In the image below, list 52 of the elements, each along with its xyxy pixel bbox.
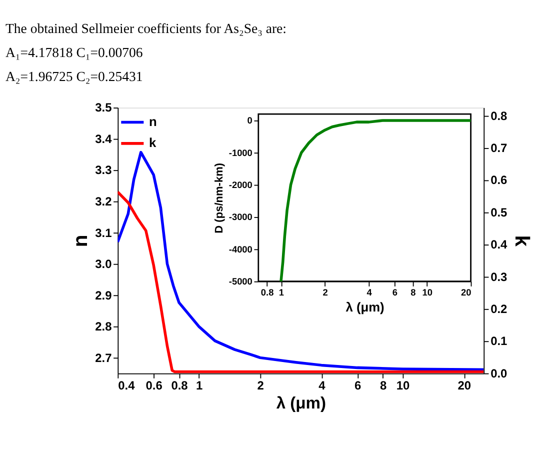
x-tick-label: 6	[354, 378, 362, 392]
x-axis-title: λ (μm)	[346, 299, 384, 314]
y-tick-label: 3.4	[95, 132, 112, 146]
y2-tick-label: 0.8	[490, 108, 508, 123]
y-tick-label: -4000	[228, 244, 252, 254]
x-tick-label: 8	[410, 288, 416, 298]
y2-tick-label: 0.1	[490, 334, 508, 348]
y2-axis-title: k	[510, 235, 532, 248]
x-tick-label: 0.8	[260, 288, 274, 298]
legend-label: n	[148, 114, 157, 129]
y-tick-label: 3.1	[95, 226, 112, 240]
x-tick-label: 1	[196, 378, 203, 392]
text: The obtained Sellmeier coefficients for As₂Se₃ are:	[5, 21, 287, 36]
x-tick-label: 6	[392, 288, 398, 298]
y2-tick-label: 0.2	[490, 302, 508, 316]
x-tick-label: 2	[257, 378, 264, 392]
y2-tick-label: 0.0	[490, 366, 508, 380]
x-tick-label: 4	[318, 378, 326, 392]
y-tick-label: -3000	[228, 212, 252, 222]
y-tick-label: 2.9	[95, 288, 112, 302]
y-tick-label: 2.8	[95, 320, 112, 334]
y-tick-label: 2.7	[95, 350, 112, 365]
legend-label: k	[148, 135, 157, 150]
x-tick-label: 8	[380, 378, 387, 392]
text: A₂=1.96725 C₂=0.25431	[5, 68, 143, 84]
x-axis-title: λ (μm)	[276, 394, 326, 413]
x-tick-label: 2	[322, 288, 328, 298]
y-tick-label: 3.0	[95, 257, 112, 272]
x-tick-label: 4	[366, 288, 373, 298]
y-tick-label: -1000	[228, 148, 252, 158]
x-tick-label: 10	[422, 288, 432, 298]
y2-tick-label: 0.6	[490, 173, 508, 188]
y2-tick-label: 0.4	[490, 238, 508, 252]
y-axis-title: D (ps/nm-km)	[213, 162, 226, 234]
x-tick-label: 0.8	[171, 378, 188, 392]
text: A₁=4.17818 C₁=0.00706	[5, 45, 143, 60]
y-tick-label: 3.2	[95, 194, 112, 209]
y-axis-title: n	[70, 234, 92, 248]
y-tick-label: 0	[247, 116, 252, 126]
x-tick-label: 20	[458, 378, 472, 392]
y2-tick-label: 0.7	[490, 140, 508, 155]
y2-tick-label: 0.5	[490, 205, 508, 220]
y-tick-label: -2000	[228, 180, 252, 190]
x-tick-label: 1	[278, 288, 284, 298]
x-tick-label: 20	[461, 288, 472, 298]
y-tick-label: -5000	[228, 276, 252, 287]
x-tick-label: 0.6	[146, 378, 163, 392]
y-tick-label: 3.5	[95, 100, 112, 115]
y-tick-label: 3.3	[95, 163, 112, 178]
x-tick-label: 10	[396, 378, 410, 392]
x-tick-label: 0.4	[118, 378, 136, 392]
y2-tick-label: 0.3	[490, 270, 508, 284]
